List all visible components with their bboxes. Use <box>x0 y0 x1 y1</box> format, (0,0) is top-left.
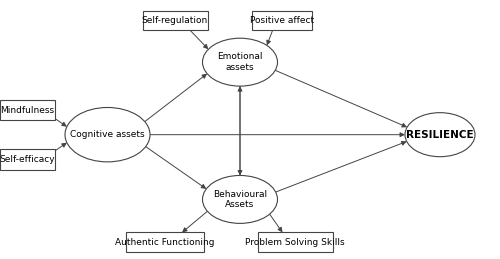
FancyBboxPatch shape <box>142 11 208 30</box>
Text: Mindfulness: Mindfulness <box>0 106 54 114</box>
FancyBboxPatch shape <box>0 149 55 170</box>
Text: Self-regulation: Self-regulation <box>142 16 208 25</box>
FancyBboxPatch shape <box>252 11 312 30</box>
Ellipse shape <box>405 113 475 157</box>
Text: Cognitive assets: Cognitive assets <box>70 130 145 139</box>
Text: Authentic Functioning: Authentic Functioning <box>115 238 215 247</box>
Text: RESILIENCE: RESILIENCE <box>406 130 474 140</box>
FancyBboxPatch shape <box>258 233 332 252</box>
Text: Problem Solving Skills: Problem Solving Skills <box>245 238 345 247</box>
Text: Positive affect: Positive affect <box>250 16 314 25</box>
FancyBboxPatch shape <box>126 233 204 252</box>
Ellipse shape <box>202 38 278 86</box>
FancyBboxPatch shape <box>0 100 55 120</box>
Ellipse shape <box>65 107 150 162</box>
Text: Self-efficacy: Self-efficacy <box>0 155 56 164</box>
Text: Behavioural
Assets: Behavioural Assets <box>213 190 267 209</box>
Text: Emotional
assets: Emotional assets <box>217 53 263 72</box>
Ellipse shape <box>202 176 278 223</box>
